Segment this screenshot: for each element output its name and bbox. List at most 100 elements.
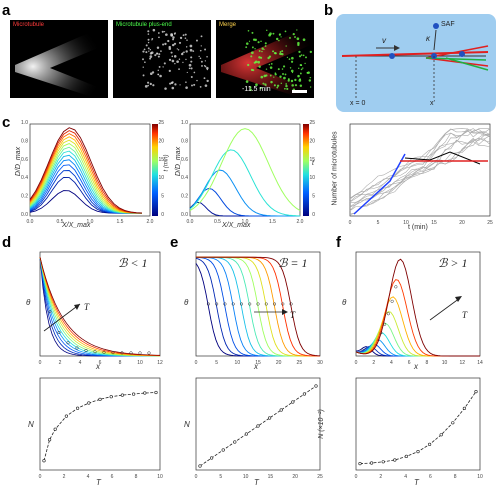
e-top-x-tick: 15 [255, 360, 261, 366]
fbot-point [358, 462, 362, 466]
e-top-ylabel: θ [184, 298, 189, 307]
c2-cb-tick: 25 [309, 120, 315, 126]
plus-end-dot [270, 80, 273, 84]
d-top-x-tick: 0 [39, 360, 42, 366]
c1-xlabel: X/X_max [62, 222, 91, 229]
c1-y-tick: 0.8 [21, 138, 28, 144]
ebot-point [233, 440, 237, 444]
d-top-line [39, 257, 160, 357]
plus-end-dot [200, 35, 203, 38]
plus-end-dot [291, 56, 294, 60]
c2-y-tick: 0.8 [181, 138, 188, 144]
plus-end-dot [259, 87, 262, 90]
dbot-point [120, 393, 124, 397]
c1-series-line [29, 133, 143, 214]
plus-end-dot [281, 68, 284, 70]
plus-end-dot [258, 50, 261, 52]
e-top-marker [281, 302, 285, 306]
plus-end-dot [254, 38, 257, 42]
plus-end-dot [204, 84, 208, 87]
f-top-marker [394, 285, 398, 289]
plus-end-dot [190, 67, 193, 70]
c3-gray-line [349, 133, 491, 207]
plus-end-dot [264, 42, 267, 45]
ebot-point [314, 384, 318, 388]
plus-end-dot [309, 76, 312, 79]
plus-end-dot [168, 69, 171, 72]
panel-letter-f: f [336, 234, 341, 251]
plus-end-dot [158, 65, 161, 68]
d-top-marker [138, 351, 142, 355]
c3-x-tick: 20 [459, 220, 465, 226]
plus-end-dot [269, 66, 273, 69]
d-top-marker [129, 351, 133, 355]
plus-end-dot [176, 60, 179, 64]
c2-series-line [189, 169, 300, 217]
chart-e-top: 0 5 10 15 20 25 30 [195, 251, 323, 366]
d-arrow-head [74, 304, 80, 310]
plus-end-dot [142, 58, 144, 61]
fbot-point [416, 450, 420, 454]
chart-d-top: 0 2 4 6 8 10 12 [39, 251, 163, 366]
plus-end-dot [158, 53, 161, 56]
plus-end-dot [278, 39, 280, 42]
plus-end-dot [206, 68, 209, 71]
plus-end-dot [200, 45, 202, 47]
panel-letter-c: c [2, 114, 11, 131]
c2-cb-tick: 0 [312, 212, 315, 218]
c2-cb-tick: 10 [309, 175, 315, 181]
f-top-line [355, 258, 480, 357]
plus-end-dot [280, 36, 282, 38]
c2-y-tick: 1.0 [181, 120, 188, 126]
c1-series-line [29, 136, 143, 214]
plus-end-dot [167, 39, 170, 43]
plus-end-dot [206, 79, 209, 83]
microscopy-plus-end: Microtubule plus-end [113, 20, 211, 98]
e-top-x-tick: 5 [215, 360, 218, 366]
c2-x-tick: 2.0 [297, 219, 304, 225]
plus-end-dot [281, 50, 284, 53]
plus-end-dot [185, 86, 188, 89]
fbot-point [428, 442, 432, 447]
c1-x-tick: 2.0 [147, 219, 154, 225]
c3-x-tick: 15 [431, 220, 437, 226]
x0-label: x = 0 [350, 100, 366, 107]
panel-letter-e: e [170, 234, 179, 251]
e-top-marker [248, 302, 252, 306]
fbot-x-tick: 10 [477, 474, 483, 480]
plus-end-dot [190, 56, 193, 59]
d-top-marker [57, 330, 61, 335]
plus-end-dot [296, 37, 300, 41]
plus-end-dot [177, 49, 180, 51]
microscopy-microtubule: Microtubule [10, 20, 108, 98]
plus-end-dot [142, 50, 145, 53]
plus-end-dot [278, 34, 281, 36]
plus-end-dot [168, 58, 172, 62]
plus-end-dot [147, 81, 150, 84]
fbot-point [462, 406, 467, 411]
fbot-point [393, 458, 397, 462]
plus-end-dot [164, 87, 167, 90]
dbot-point [109, 395, 113, 399]
plus-end-dot [282, 65, 286, 68]
ebot-point [302, 392, 307, 396]
d-top-x-tick: 8 [119, 360, 122, 366]
kappa-label: κ [426, 34, 430, 43]
c1-y-tick: 0.0 [21, 212, 28, 218]
d-top-line [39, 257, 161, 357]
e-top-line [196, 256, 321, 357]
c3-ylabel: Number of microtubules [331, 131, 339, 206]
plus-end-dot [257, 60, 261, 64]
d-top-line [39, 257, 161, 357]
plus-end-dot [182, 34, 185, 37]
plus-end-dot [280, 82, 283, 85]
plus-end-dot [289, 36, 291, 39]
plus-end-dot [160, 50, 162, 53]
e-title: ℬ = 1 [278, 256, 308, 270]
plus-end-dot [200, 60, 203, 63]
c3-xlabel: t (min) [408, 224, 428, 231]
panel-letter-d: d [2, 234, 12, 251]
plus-end-dot [304, 62, 306, 65]
dbot-point [98, 397, 102, 401]
